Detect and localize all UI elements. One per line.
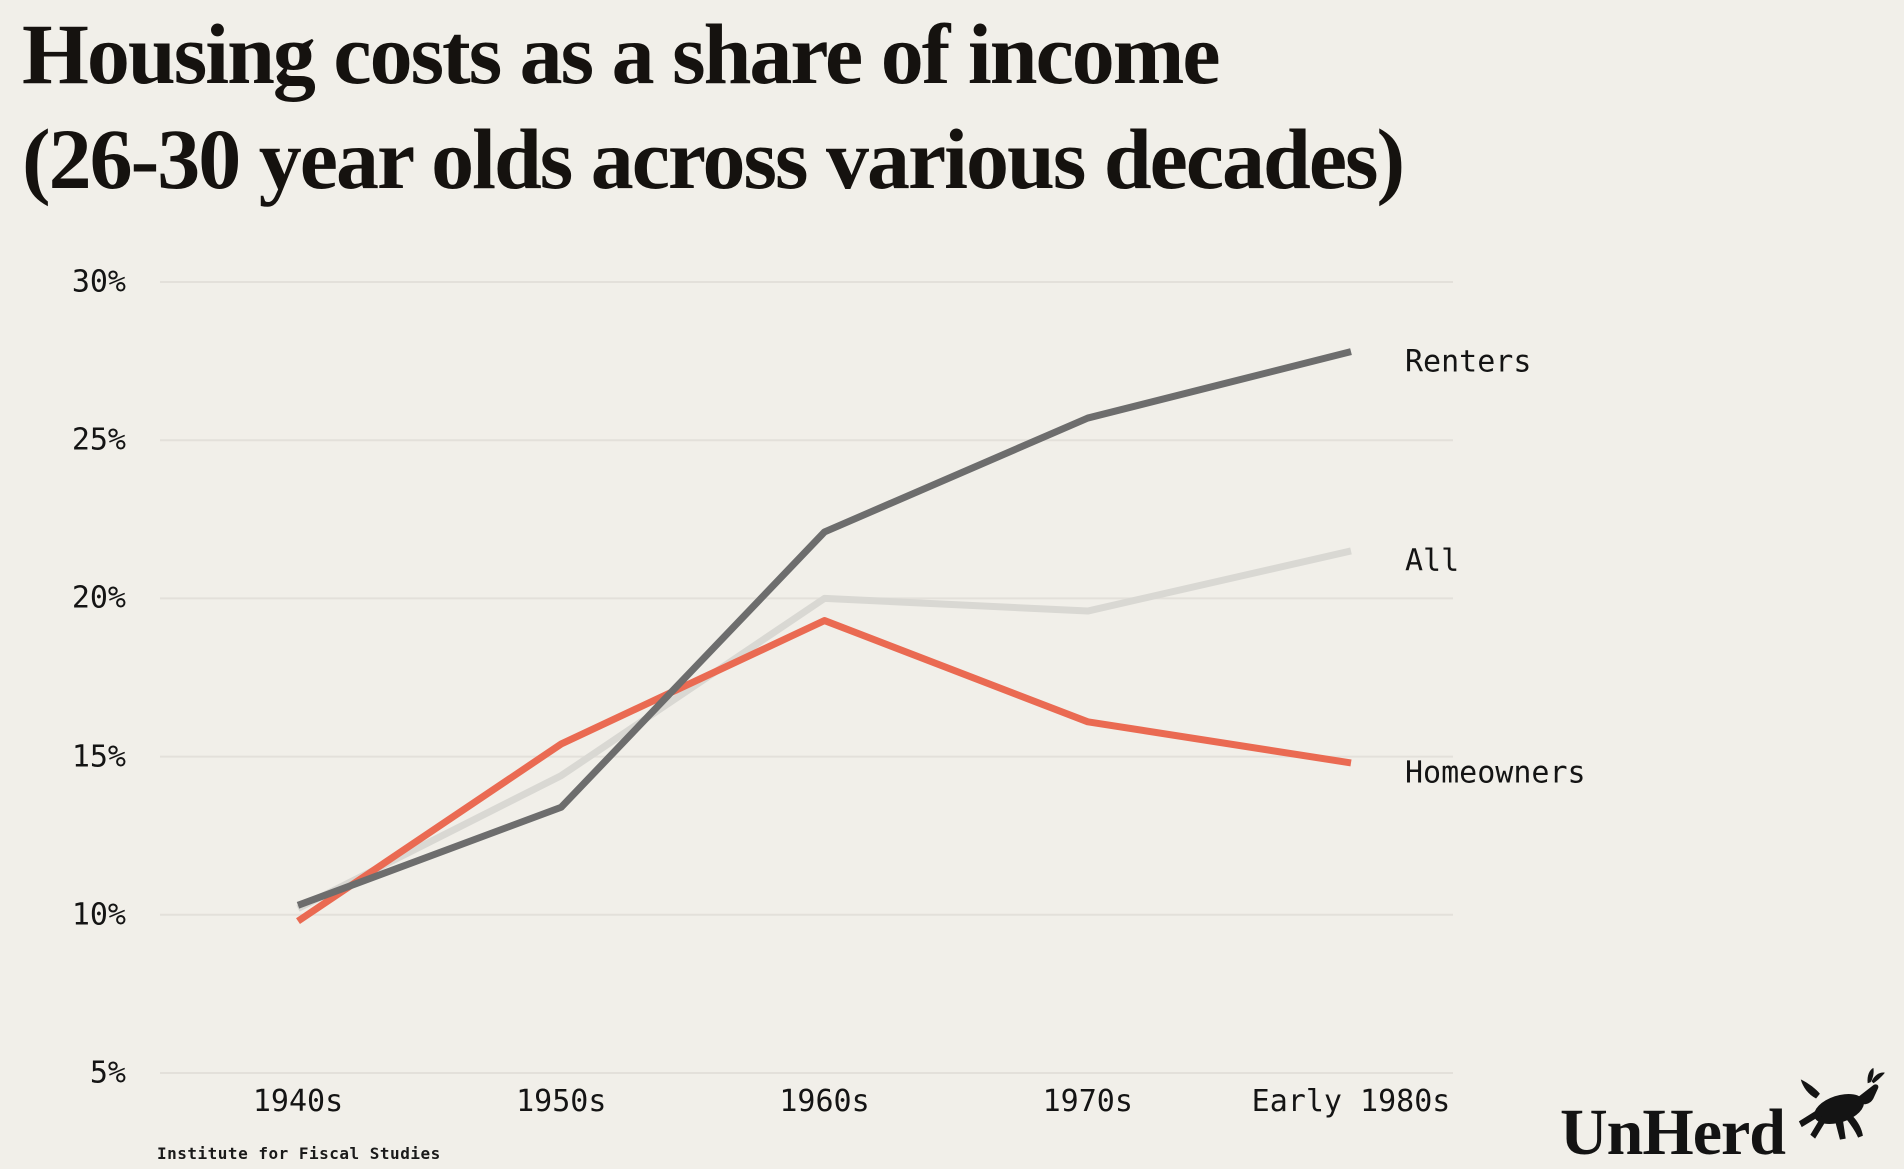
source-credit: Institute for Fiscal Studies	[157, 1144, 441, 1163]
chart-title-line2: (26-30 year olds across various decades)	[22, 110, 1405, 207]
x-tick-label: 1970s	[1042, 1084, 1133, 1119]
logo: UnHerd	[1560, 1067, 1887, 1169]
y-tick-label: 15%	[71, 739, 126, 775]
chart-title: Housing costs as a share of income (26-3…	[22, 2, 1405, 212]
x-tick-label: 1950s	[516, 1084, 607, 1119]
x-tick-label: 1960s	[779, 1084, 870, 1119]
y-tick-label: 25%	[71, 422, 126, 458]
chart-title-line1: Housing costs as a share of income	[22, 6, 1221, 102]
series-label-homeowners: Homeowners	[1405, 755, 1586, 791]
series-line-homeowners	[296, 617, 1352, 925]
series-line-all	[296, 547, 1352, 912]
y-tick-label: 10%	[71, 897, 126, 933]
x-tick-label: Early 1980s	[1251, 1084, 1451, 1119]
y-tick-label: 5%	[89, 1055, 126, 1091]
y-tick-label: 20%	[71, 580, 126, 616]
leaping-cow-icon	[1798, 1067, 1885, 1140]
x-tick-label: 1940s	[252, 1084, 344, 1119]
series-label-all: All	[1405, 543, 1460, 579]
series-label-renters: Renters	[1405, 344, 1532, 380]
series-line-renters	[296, 348, 1352, 909]
logo-wordmark: UnHerd	[1560, 1096, 1786, 1169]
y-tick-label: 30%	[71, 264, 126, 300]
